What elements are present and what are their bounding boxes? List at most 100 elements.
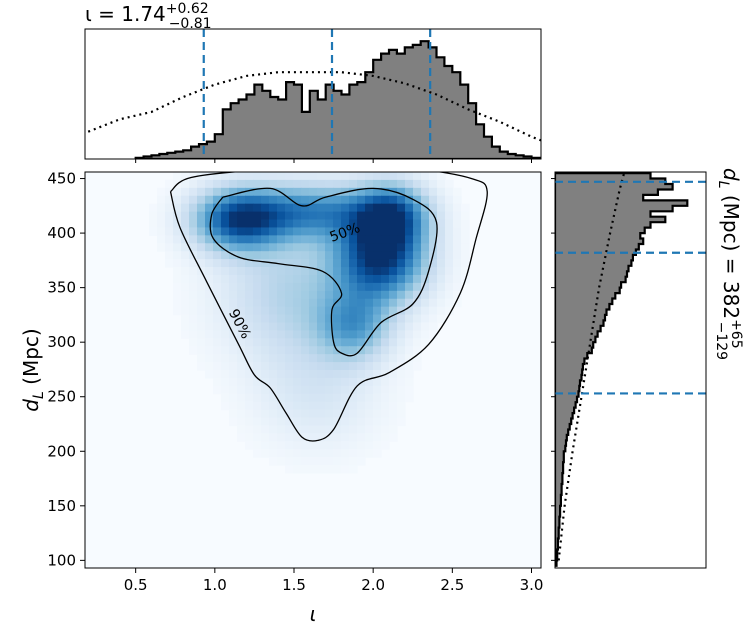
density-cell	[389, 346, 398, 355]
density-cell	[261, 282, 270, 292]
density-cell	[173, 259, 182, 268]
density-cell	[405, 346, 414, 355]
density-cell	[317, 441, 326, 450]
density-cell	[293, 385, 302, 395]
density-cell	[421, 219, 430, 229]
density-cell	[389, 243, 398, 252]
density-cell	[341, 227, 350, 236]
density-cell	[173, 235, 182, 244]
density-cell	[269, 195, 278, 205]
density-cell	[381, 385, 390, 395]
density-cell	[421, 306, 430, 316]
density-cell	[301, 362, 310, 371]
density-cell	[181, 203, 190, 213]
right-title-sup: +65	[728, 319, 744, 349]
density-cell	[221, 393, 230, 403]
density-cell	[357, 179, 366, 189]
density-cell	[245, 417, 254, 427]
density-cell	[277, 409, 286, 419]
density-cell	[197, 259, 206, 268]
density-cell	[165, 251, 174, 260]
density-cell	[349, 179, 358, 189]
density-cell	[301, 235, 310, 244]
density-cell	[181, 187, 190, 197]
density-cell	[221, 385, 230, 395]
density-cell	[221, 346, 230, 355]
density-cell	[181, 290, 190, 300]
density-cell	[205, 362, 214, 371]
density-cell	[365, 187, 374, 197]
density-cell	[357, 243, 366, 252]
density-cell	[197, 354, 206, 363]
density-cell	[421, 282, 430, 292]
density-cell	[365, 393, 374, 403]
density-cell	[397, 393, 406, 403]
density-cell	[389, 330, 398, 339]
density-cell	[149, 203, 158, 213]
density-cell	[245, 441, 254, 450]
density-cell	[373, 251, 382, 260]
density-cell	[317, 330, 326, 339]
y-tick-label: 450	[47, 170, 76, 188]
density-cell	[261, 187, 270, 197]
density-cell	[277, 346, 286, 355]
density-cell	[301, 330, 310, 339]
density-cell	[357, 362, 366, 371]
density-cell	[285, 274, 294, 284]
density-cell	[221, 338, 230, 347]
density-cell	[269, 235, 278, 244]
density-cell	[333, 338, 342, 347]
density-cell	[413, 354, 422, 363]
density-cell	[213, 322, 222, 331]
density-cell	[421, 267, 430, 276]
density-cell	[269, 298, 278, 308]
density-cell	[293, 195, 302, 205]
density-cell	[213, 172, 222, 181]
density-cell	[429, 298, 438, 308]
density-cell	[253, 401, 262, 411]
density-cell	[269, 346, 278, 355]
density-cell	[349, 393, 358, 403]
density-cell	[197, 211, 206, 221]
density-cell	[221, 187, 230, 197]
density-cell	[349, 409, 358, 419]
density-cell	[189, 259, 198, 268]
density-cell	[237, 322, 246, 331]
density-cell	[421, 290, 430, 300]
density-cell	[461, 243, 470, 252]
density-cell	[405, 172, 414, 181]
density-cell	[317, 227, 326, 236]
density-cell	[197, 314, 206, 324]
density-cell	[349, 401, 358, 411]
density-cell	[261, 330, 270, 339]
density-cell	[285, 338, 294, 347]
density-cell	[253, 346, 262, 355]
density-cell	[445, 195, 454, 205]
density-cell	[349, 243, 358, 252]
density-cell	[413, 267, 422, 276]
density-cell	[261, 322, 270, 331]
density-cell	[309, 274, 318, 284]
density-cell	[285, 243, 294, 252]
density-cell	[333, 354, 342, 363]
density-cell	[253, 187, 262, 197]
density-cell	[349, 338, 358, 347]
density-cell	[421, 179, 430, 189]
density-cell	[301, 385, 310, 395]
density-cell	[253, 298, 262, 308]
density-cell	[389, 370, 398, 379]
density-cell	[349, 235, 358, 244]
density-cell	[221, 267, 230, 276]
density-cell	[237, 235, 246, 244]
density-cell	[405, 211, 414, 221]
density-cell	[205, 243, 214, 252]
density-cell	[357, 330, 366, 339]
density-cell	[237, 298, 246, 308]
density-cell	[189, 346, 198, 355]
density-cell	[269, 385, 278, 395]
density-cell	[229, 227, 238, 236]
density-cell	[317, 235, 326, 244]
density-cell	[413, 251, 422, 260]
density-cell	[445, 259, 454, 268]
density-cell	[413, 172, 422, 181]
